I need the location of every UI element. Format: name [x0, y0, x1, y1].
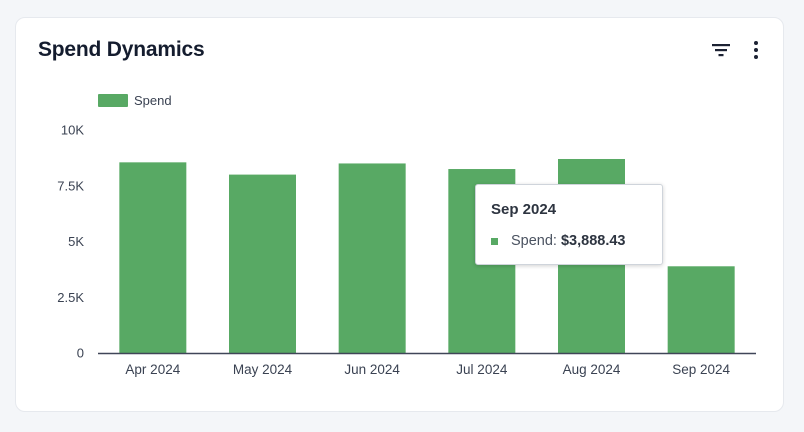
tooltip-swatch	[491, 237, 498, 245]
bar-jun-2024[interactable]	[338, 163, 406, 353]
tooltip-row: Spend: $3,888.43	[491, 233, 625, 249]
tooltip-title: Sep 2024	[491, 201, 557, 218]
bar-sep-2024[interactable]	[667, 266, 735, 353]
chart-legend[interactable]: Spend	[98, 93, 172, 108]
filter-icon[interactable]	[709, 38, 733, 62]
legend-label: Spend	[134, 93, 172, 108]
tooltip-series-label: Spend:	[511, 233, 557, 249]
bar-may-2024[interactable]	[229, 174, 296, 353]
bar-apr-2024[interactable]	[119, 162, 187, 353]
tooltip-value: $3,888.43	[560, 233, 626, 249]
legend-swatch	[98, 94, 128, 107]
card-title: Spend Dynamics	[38, 38, 205, 61]
chart-tooltip: Sep 2024 Spend: $3,888.43	[475, 184, 663, 265]
more-vertical-icon[interactable]	[744, 38, 768, 62]
